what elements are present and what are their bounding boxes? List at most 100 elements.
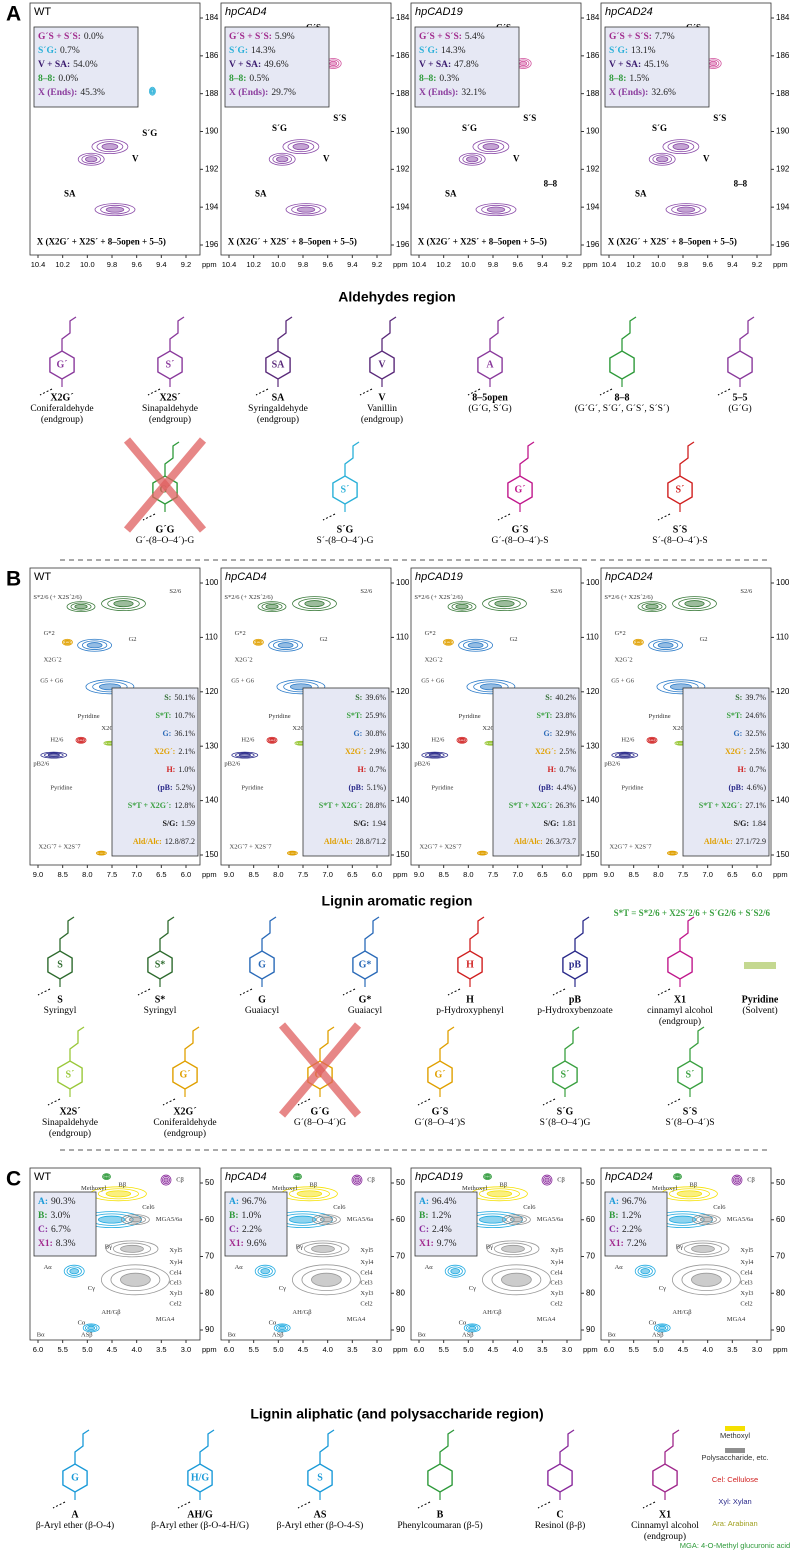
contour: [329, 60, 338, 67]
structure-code: 8–8: [615, 392, 630, 403]
contour: [646, 736, 658, 744]
stat-line: G´S + S´S: 5.9%: [229, 31, 295, 42]
x-tick-label: 10.2: [246, 260, 261, 269]
sample-name: hpCAD24: [605, 571, 653, 583]
structure-code: X1: [659, 1509, 671, 1520]
stats-box: [302, 687, 390, 857]
contour: [255, 640, 261, 644]
y-tick-label: 192: [205, 164, 219, 173]
contour: [468, 1325, 477, 1331]
stat-line: S*T + X2G´: 26.3%: [509, 801, 577, 810]
stat-label: S*T + X2G´:: [699, 801, 743, 810]
y-tick-label: 186: [776, 51, 790, 60]
structure-name: Sinapaldehyde: [42, 1118, 98, 1128]
peak-label: S´G: [462, 123, 477, 133]
legend-swatch: [725, 1448, 745, 1453]
contour: [458, 638, 494, 652]
contour: [104, 1174, 109, 1179]
legend-text: Cel: Cellulose: [712, 1475, 758, 1484]
stat-line: G: 30.8%: [353, 729, 386, 738]
contour: [105, 206, 125, 213]
stat-value: 2.4%: [432, 1225, 452, 1235]
structure-code: S´S: [673, 524, 688, 535]
structure-code: G´G: [156, 524, 175, 535]
peak-label: Cβ: [367, 1177, 375, 1184]
contour: [447, 601, 477, 613]
contour: [149, 87, 155, 95]
contour: [668, 1215, 697, 1224]
contour: [709, 60, 718, 67]
stat-label: X1:: [419, 1239, 434, 1249]
dash-bond: [642, 1501, 656, 1509]
stat-line: X1: 7.2%: [609, 1239, 647, 1249]
structure-name: Cinnamyl alcohol: [631, 1521, 699, 1531]
x-tick-label: 7.5: [107, 870, 117, 879]
stat-label: S:: [545, 693, 552, 702]
peak-label: Aα: [615, 1264, 624, 1271]
stat-value: 1.84: [752, 819, 766, 828]
contour: [96, 141, 124, 153]
y-tick-label: 150: [586, 850, 600, 859]
stat-value: 4.4%): [557, 783, 577, 792]
peak-label: X2G´7 + X2S´7: [420, 844, 463, 851]
stat-value: 28.8/71.2: [356, 837, 386, 846]
contour: [283, 681, 319, 693]
structure-name: Sinapaldehyde: [142, 404, 198, 414]
stat-value: 0.7%: [749, 765, 766, 774]
peak-label: Cel3: [550, 1280, 562, 1287]
stat-value: 32.1%: [461, 88, 486, 98]
x-tick-label: 8.0: [273, 870, 283, 879]
contour: [298, 598, 331, 610]
contour: [291, 204, 321, 215]
contour: [294, 1174, 301, 1180]
contour: [238, 753, 251, 757]
contour: [658, 1325, 667, 1331]
x-tick-label: 4.5: [488, 1345, 498, 1354]
contour: [47, 753, 60, 757]
y-tick-label: 50: [396, 1178, 405, 1187]
structure-code: G: [258, 994, 266, 1005]
stat-label: X2G´:: [535, 747, 556, 756]
x-tick-label: 6.0: [752, 870, 762, 879]
stat-label: 8–8:: [38, 74, 55, 84]
contour: [100, 204, 130, 215]
stat-value: 1.0%: [178, 765, 195, 774]
dash-bond: [417, 1098, 431, 1106]
contour: [482, 143, 500, 151]
stat-label: 8–8:: [609, 74, 626, 84]
legend-swatch: [725, 1426, 745, 1431]
ring-label: S´: [166, 359, 175, 370]
contour: [541, 1174, 553, 1186]
x-tick-label: 5.0: [653, 1345, 663, 1354]
contour: [62, 638, 73, 646]
peak-label: AH/Gβ: [292, 1309, 312, 1316]
contour: [479, 851, 485, 855]
x-tick-label: 7.0: [702, 870, 712, 879]
contour: [63, 639, 72, 645]
structure-code: A: [71, 1509, 79, 1520]
x-tick-label: 9.0: [224, 870, 234, 879]
contour: [676, 1190, 703, 1198]
peak-label: G5 + G6: [421, 677, 445, 684]
contour: [467, 642, 484, 649]
peak-label: G2: [510, 636, 518, 643]
axis-unit: ppm: [773, 1345, 788, 1354]
stat-line: (pB: 4.4%): [539, 783, 577, 792]
peak-label: SA: [255, 189, 267, 199]
stat-line: 8–8: 0.0%: [38, 74, 78, 84]
contour: [476, 850, 488, 856]
stat-value: 49.6%: [264, 60, 289, 70]
x-tick-label: 9.8: [488, 260, 498, 269]
stat-line: 8–8: 0.5%: [229, 74, 269, 84]
stat-line: G´S + S´S: 7.7%: [609, 31, 675, 42]
ring: [652, 1463, 678, 1493]
contour: [618, 753, 631, 757]
x-tick-label: 8.5: [57, 870, 67, 879]
x-tick-label: 10.4: [412, 260, 427, 269]
contour: [293, 1173, 302, 1180]
ring-label: SA: [272, 359, 286, 370]
stat-line: H: 0.7%: [737, 765, 766, 774]
stat-line: V + SA: 45.1%: [609, 60, 669, 70]
contour: [120, 1272, 151, 1287]
peak-label: G*2: [44, 630, 55, 637]
